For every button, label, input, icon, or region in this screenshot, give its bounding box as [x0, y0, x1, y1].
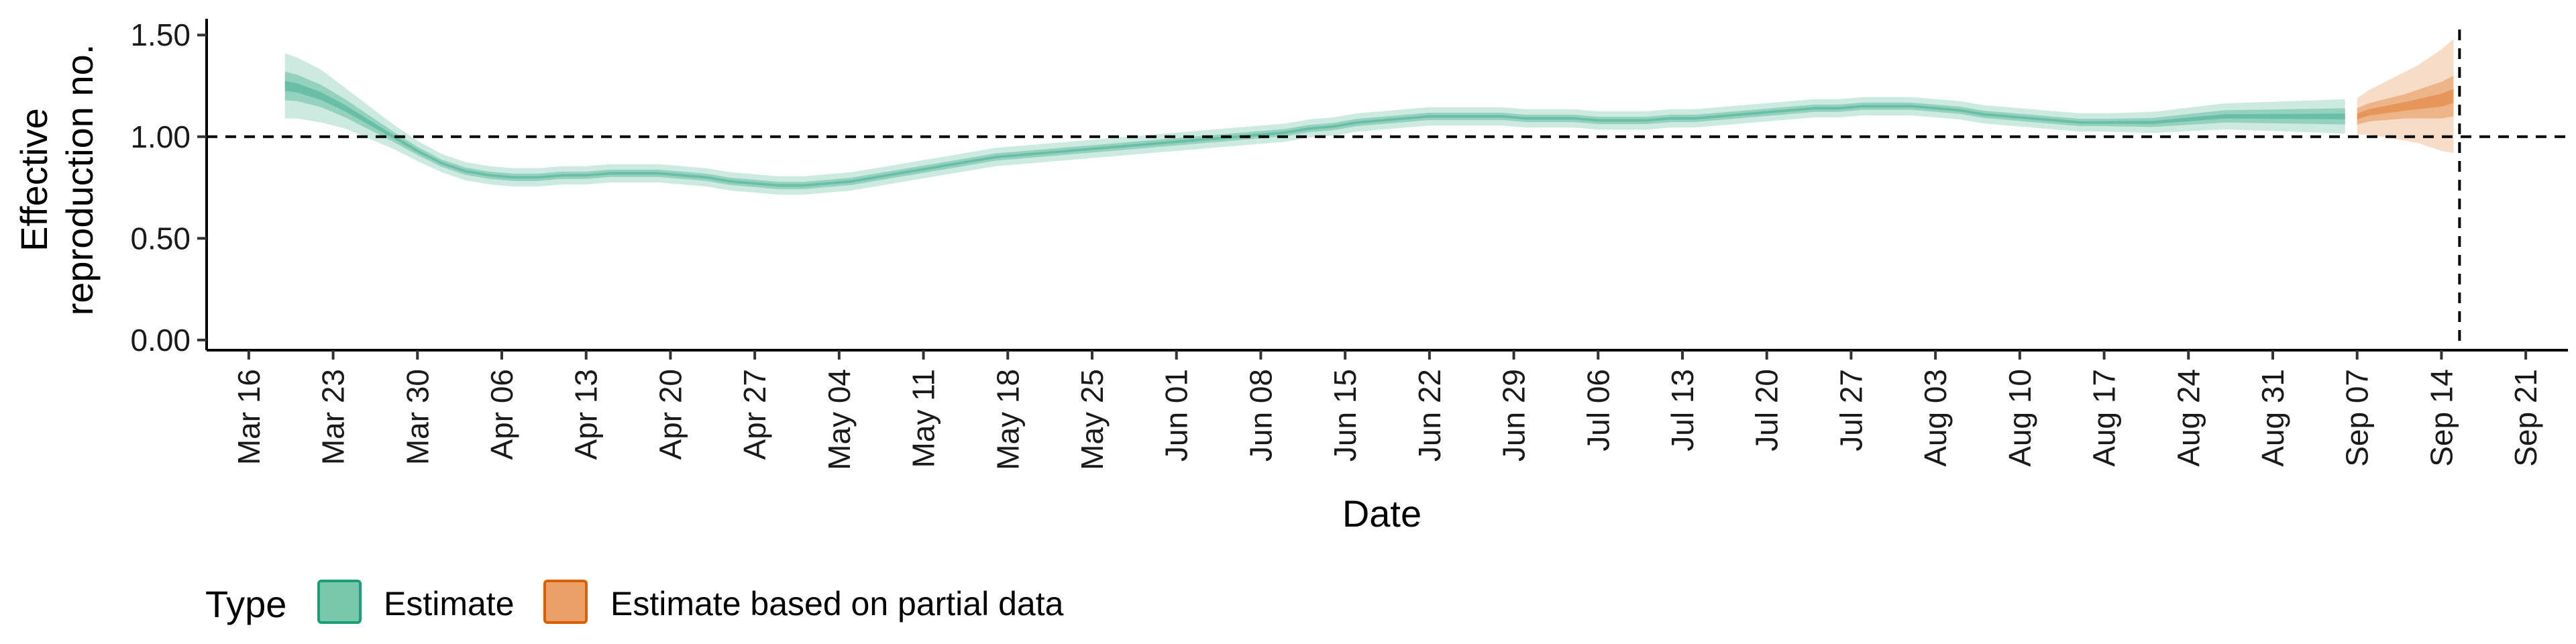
legend-label-estimate: Estimate: [384, 585, 515, 623]
y-tick-label: 0.00: [130, 323, 191, 358]
x-tick-label: May 18: [990, 369, 1025, 470]
legend-label-partial: Estimate based on partial data: [610, 585, 1064, 623]
x-tick-label: Aug 17: [2087, 369, 2122, 467]
x-tick-label: Jun 08: [1243, 369, 1278, 462]
y-axis-title: Effective reproduction no.: [13, 44, 101, 316]
x-tick-label: Sep 07: [2340, 369, 2375, 467]
x-tick-label: May 25: [1075, 369, 1110, 470]
legend-key-estimate: [319, 581, 360, 623]
x-tick-label: Aug 10: [2002, 369, 2037, 467]
reference-lines: [207, 30, 2568, 350]
y-tick-label: 1.50: [130, 17, 191, 52]
x-tick-label: Apr 06: [484, 369, 519, 460]
x-tick-label: Jun 29: [1497, 369, 1532, 462]
x-tick-label: Aug 24: [2171, 369, 2206, 467]
x-tick-label: Jun 15: [1328, 369, 1362, 462]
x-tick-label: Jul 27: [1833, 369, 1868, 451]
x-tick-label: May 04: [822, 369, 857, 470]
x-tick-label: Jun 01: [1159, 369, 1194, 462]
x-tick-label: Sep 14: [2424, 369, 2459, 467]
y-tick-label: 0.50: [130, 221, 191, 256]
x-tick-label: Aug 03: [1918, 369, 1953, 467]
x-tick-label: Jul 13: [1665, 369, 1700, 451]
x-tick-label: Mar 30: [400, 369, 435, 465]
x-tick-label: Apr 20: [653, 369, 688, 460]
y-axis-title-line-2: reproduction no.: [58, 44, 101, 316]
x-tick-label: Mar 16: [231, 369, 266, 465]
legend: Type Estimate Estimate based on partial …: [205, 581, 1064, 625]
x-tick-label: Jul 20: [1750, 369, 1784, 451]
estimate-band-inner: [285, 72, 2345, 189]
x-tick-label: Sep 21: [2508, 369, 2543, 467]
estimate-bands: [285, 39, 2454, 195]
x-tick-label: Apr 13: [569, 369, 604, 460]
x-tick-label: May 11: [906, 369, 941, 468]
x-tick-label: Mar 23: [316, 369, 351, 465]
axis-ticks: 0.00 0.50 1.00 1.50 Mar 16 Mar 23 Mar 30 Apr 06…: [130, 17, 2543, 470]
x-tick-label: Jul 06: [1580, 369, 1615, 451]
y-axis-title-line-1: Effective: [13, 108, 55, 252]
legend-title: Type: [205, 583, 286, 625]
x-tick-label: Aug 31: [2255, 369, 2290, 467]
x-tick-label: Apr 27: [737, 369, 772, 460]
x-tick-label: Jun 22: [1412, 369, 1447, 462]
x-axis-title: Date: [1342, 492, 1421, 535]
legend-key-partial: [545, 581, 586, 623]
y-tick-label: 1.00: [130, 119, 191, 154]
